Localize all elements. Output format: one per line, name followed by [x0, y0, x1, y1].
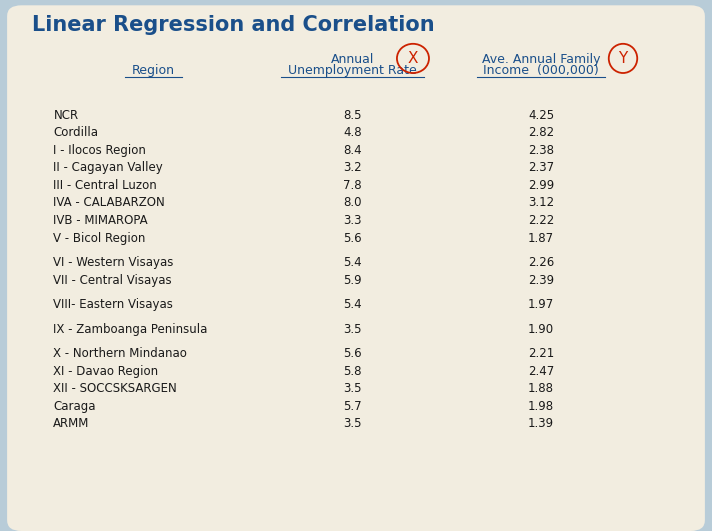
Text: Annual: Annual [331, 54, 374, 66]
Text: 3.2: 3.2 [343, 161, 362, 174]
Text: ARMM: ARMM [53, 417, 90, 430]
Text: 3.5: 3.5 [343, 417, 362, 430]
Text: VII - Central Visayas: VII - Central Visayas [53, 273, 172, 287]
Text: III - Central Luzon: III - Central Luzon [53, 179, 157, 192]
FancyBboxPatch shape [7, 5, 705, 531]
Text: 5.8: 5.8 [343, 365, 362, 378]
Text: Unemployment Rate: Unemployment Rate [288, 64, 417, 77]
Text: Region: Region [132, 64, 174, 77]
Text: 3.5: 3.5 [343, 323, 362, 336]
Text: 1.88: 1.88 [528, 382, 554, 395]
Text: 2.21: 2.21 [528, 347, 554, 360]
Text: 5.6: 5.6 [343, 232, 362, 244]
Text: 2.38: 2.38 [528, 144, 554, 157]
Text: 2.37: 2.37 [528, 161, 554, 174]
Text: 3.5: 3.5 [343, 382, 362, 395]
Text: 1.90: 1.90 [528, 323, 554, 336]
Text: Income  (000,000): Income (000,000) [483, 64, 599, 77]
Text: IVB - MIMAROPA: IVB - MIMAROPA [53, 214, 148, 227]
Text: 3.3: 3.3 [343, 214, 362, 227]
Text: 2.22: 2.22 [528, 214, 554, 227]
Text: 1.97: 1.97 [528, 298, 554, 311]
Text: Cordilla: Cordilla [53, 126, 98, 139]
Text: 1.98: 1.98 [528, 400, 554, 413]
Text: 5.4: 5.4 [343, 256, 362, 269]
Text: I - Ilocos Region: I - Ilocos Region [53, 144, 146, 157]
Text: VI - Western Visayas: VI - Western Visayas [53, 256, 174, 269]
Text: 1.87: 1.87 [528, 232, 554, 244]
Text: 3.12: 3.12 [528, 196, 554, 209]
Text: X: X [408, 51, 418, 66]
Text: IVA - CALABARZON: IVA - CALABARZON [53, 196, 165, 209]
Text: 2.39: 2.39 [528, 273, 554, 287]
Text: 5.6: 5.6 [343, 347, 362, 360]
Text: IX - Zamboanga Peninsula: IX - Zamboanga Peninsula [53, 323, 208, 336]
Text: 2.47: 2.47 [528, 365, 554, 378]
Text: 2.99: 2.99 [528, 179, 554, 192]
Text: 5.4: 5.4 [343, 298, 362, 311]
Text: 5.9: 5.9 [343, 273, 362, 287]
Text: X - Northern Mindanao: X - Northern Mindanao [53, 347, 187, 360]
Text: Ave. Annual Family: Ave. Annual Family [482, 54, 600, 66]
Text: 1.39: 1.39 [528, 417, 554, 430]
Text: Caraga: Caraga [53, 400, 96, 413]
Text: NCR: NCR [53, 109, 78, 122]
Text: XII - SOCCSKSARGEN: XII - SOCCSKSARGEN [53, 382, 177, 395]
Text: 8.0: 8.0 [343, 196, 362, 209]
Text: Linear Regression and Correlation: Linear Regression and Correlation [32, 14, 434, 35]
Text: 7.8: 7.8 [343, 179, 362, 192]
Text: 4.25: 4.25 [528, 109, 554, 122]
Text: V - Bicol Region: V - Bicol Region [53, 232, 146, 244]
Text: Y: Y [619, 51, 627, 66]
Text: 8.5: 8.5 [343, 109, 362, 122]
Text: 5.7: 5.7 [343, 400, 362, 413]
Text: XI - Davao Region: XI - Davao Region [53, 365, 159, 378]
Text: II - Cagayan Valley: II - Cagayan Valley [53, 161, 163, 174]
Text: 4.8: 4.8 [343, 126, 362, 139]
Text: 2.82: 2.82 [528, 126, 554, 139]
Text: 8.4: 8.4 [343, 144, 362, 157]
Text: VIII- Eastern Visayas: VIII- Eastern Visayas [53, 298, 173, 311]
Text: 2.26: 2.26 [528, 256, 554, 269]
